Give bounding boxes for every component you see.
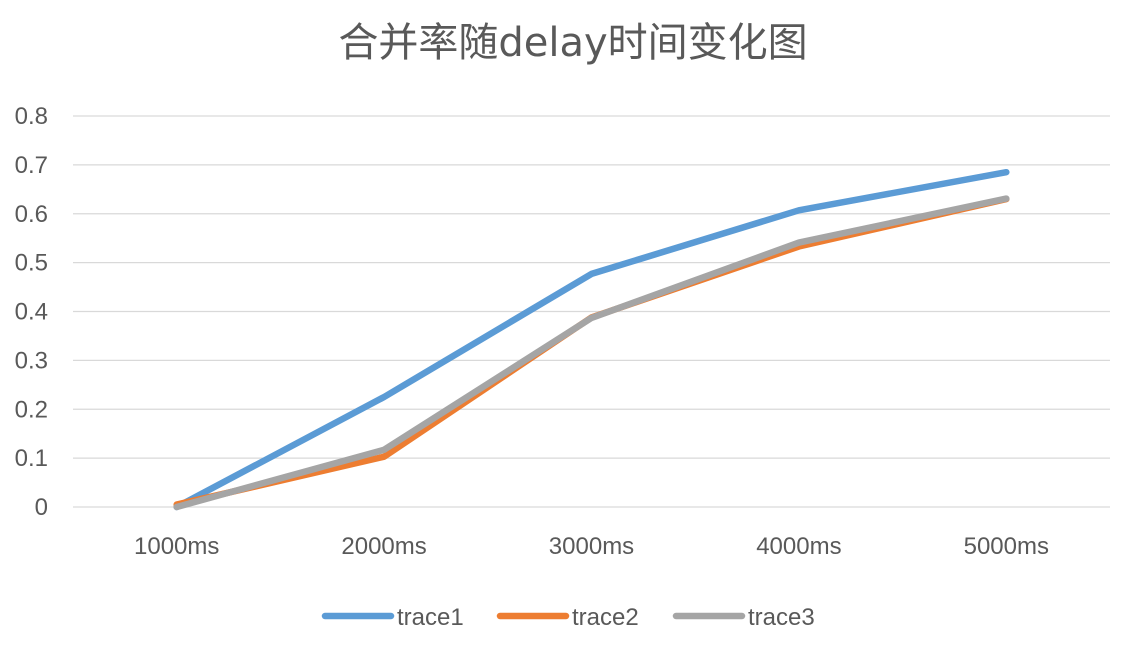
y-tick-label: 0.6 <box>15 201 48 228</box>
y-tick-label: 0.2 <box>15 396 48 423</box>
series-lines <box>173 168 1010 511</box>
legend-item-trace1: trace1 <box>321 604 464 631</box>
y-tick-label: 0.1 <box>15 445 48 472</box>
y-tick-label: 0.5 <box>15 250 48 277</box>
x-tick-label: 1000ms <box>134 533 219 560</box>
legend-label: trace1 <box>397 604 464 631</box>
legend: trace1 trace2 trace3 <box>321 604 815 631</box>
y-tick-label: 0.8 <box>15 103 48 130</box>
x-tick-label: 4000ms <box>756 533 841 560</box>
y-axis-ticks: 0 0.1 0.2 0.3 0.4 0.5 0.6 0.7 0.8 <box>15 103 48 521</box>
series-line-trace3 <box>173 195 1010 511</box>
y-tick-label: 0 <box>35 494 48 521</box>
x-tick-label: 5000ms <box>964 533 1049 560</box>
legend-label: trace2 <box>572 604 639 631</box>
y-tick-label: 0.4 <box>15 299 48 326</box>
x-axis-ticks: 1000ms 2000ms 3000ms 4000ms 5000ms <box>134 533 1049 560</box>
chart-title: 合并率随delay时间变化图 <box>338 20 807 66</box>
series-line-trace1 <box>173 168 1010 511</box>
legend-item-trace2: trace2 <box>496 604 639 631</box>
legend-label: trace3 <box>748 604 815 631</box>
y-tick-label: 0.7 <box>15 152 48 179</box>
legend-item-trace3: trace3 <box>672 604 815 631</box>
x-tick-label: 3000ms <box>549 533 634 560</box>
x-tick-label: 2000ms <box>341 533 426 560</box>
y-tick-label: 0.3 <box>15 347 48 374</box>
grid <box>73 115 1110 508</box>
